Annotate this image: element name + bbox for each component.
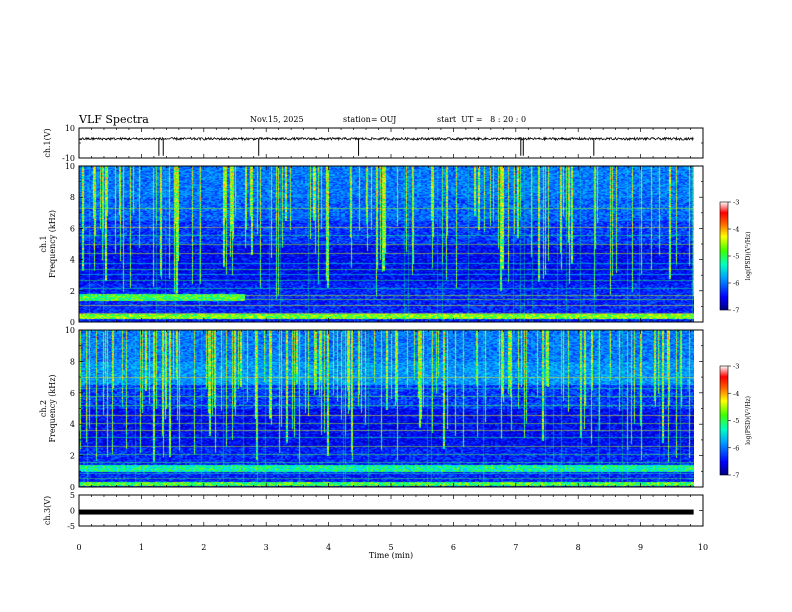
colorbar-tick-label: -6	[733, 280, 739, 288]
colorbar-tick-label: -5	[733, 253, 739, 261]
colorbar-tick-label: -6	[733, 444, 739, 452]
x-tick-label: 1	[139, 543, 144, 552]
y-tick-label: 2	[70, 452, 75, 461]
colorbar-1	[719, 201, 729, 311]
x-tick-label: 3	[264, 543, 269, 552]
ch1-waveform-line	[78, 136, 694, 142]
ch2-freq-y-label: Frequency (kHz)	[48, 374, 57, 442]
spectrogram-image	[79, 166, 694, 322]
x-tick-label: 8	[576, 543, 581, 552]
x-axis-label: Time (min)	[369, 551, 413, 560]
y-tick-label: -10	[62, 154, 75, 163]
ch1-freq-y-label: Frequency (kHz)	[48, 210, 57, 278]
panel-frame-w1	[78, 127, 704, 159]
ch1-freq-y-label: ch.1	[39, 235, 48, 252]
y-tick-label: 10	[65, 124, 75, 133]
y-tick-label: 6	[70, 389, 75, 398]
y-tick-label: 8	[70, 357, 75, 366]
colorbars: -3 -4 -5 -6 -7 log(PSD)(V²/Hz) -3 -4 -5 -6 -7 log(P…	[719, 199, 752, 480]
y-tick-label: 6	[70, 224, 75, 233]
ch1-y-label: ch.1(V)	[43, 128, 52, 157]
waveforms	[78, 136, 694, 515]
colorbar-label: log(PSD)(V²/Hz)	[745, 232, 752, 281]
ch3-y-label: ch.3(V)	[43, 496, 52, 525]
x-tick-label: 5	[388, 543, 393, 552]
colorbar-tick-label: -4	[733, 390, 739, 398]
x-tick-label: 6	[451, 543, 456, 552]
ch3-waveform-line	[79, 509, 694, 515]
x-tick-label: 4	[326, 543, 331, 552]
y-tick-label: -5	[67, 522, 75, 531]
y-tick-label: 4	[70, 256, 75, 265]
colorbar-label: log(PSD)(V²/Hz)	[745, 396, 752, 445]
y-tick-label: 10	[65, 162, 75, 171]
y-tick-label: 4	[70, 420, 75, 429]
station-label: station= OUJ	[343, 115, 397, 124]
ch1-spectrogram-plot	[79, 166, 694, 322]
start-time-label: start UT = 8 : 20 : 0	[437, 115, 527, 124]
chart-title: VLF Spectra	[79, 113, 149, 126]
x-tick-label: 2	[201, 543, 206, 552]
y-tick-label: 2	[70, 287, 75, 296]
x-tick-label: 7	[513, 543, 518, 552]
y-tick-label: 0	[70, 318, 75, 327]
colorbar-2	[719, 365, 729, 476]
x-tick-label: 0	[76, 543, 81, 552]
date-label: Nov.15, 2025	[250, 115, 304, 124]
y-tick-label: 0	[70, 507, 75, 516]
colorbar-tick-label: -7	[733, 307, 739, 315]
colorbar-tick-label: -4	[733, 226, 739, 234]
colorbar-tick-label: -3	[733, 199, 739, 207]
x-tick-label: 9	[638, 543, 643, 552]
axes	[78, 127, 704, 527]
x-tick-label: 10	[698, 543, 708, 552]
ch2-freq-y-label: ch.2	[39, 400, 48, 417]
y-tick-label: 8	[70, 193, 75, 202]
y-tick-label: 10	[65, 326, 75, 335]
y-tick-label: 0	[70, 483, 75, 492]
colorbar-tick-label: -3	[733, 363, 739, 371]
colorbar-tick-label: -7	[733, 472, 739, 480]
spectrogram-image	[79, 330, 694, 487]
ch2-spectrogram-plot	[79, 330, 694, 487]
y-tick-label: 5	[70, 491, 75, 500]
colorbar-tick-label: -5	[733, 417, 739, 425]
